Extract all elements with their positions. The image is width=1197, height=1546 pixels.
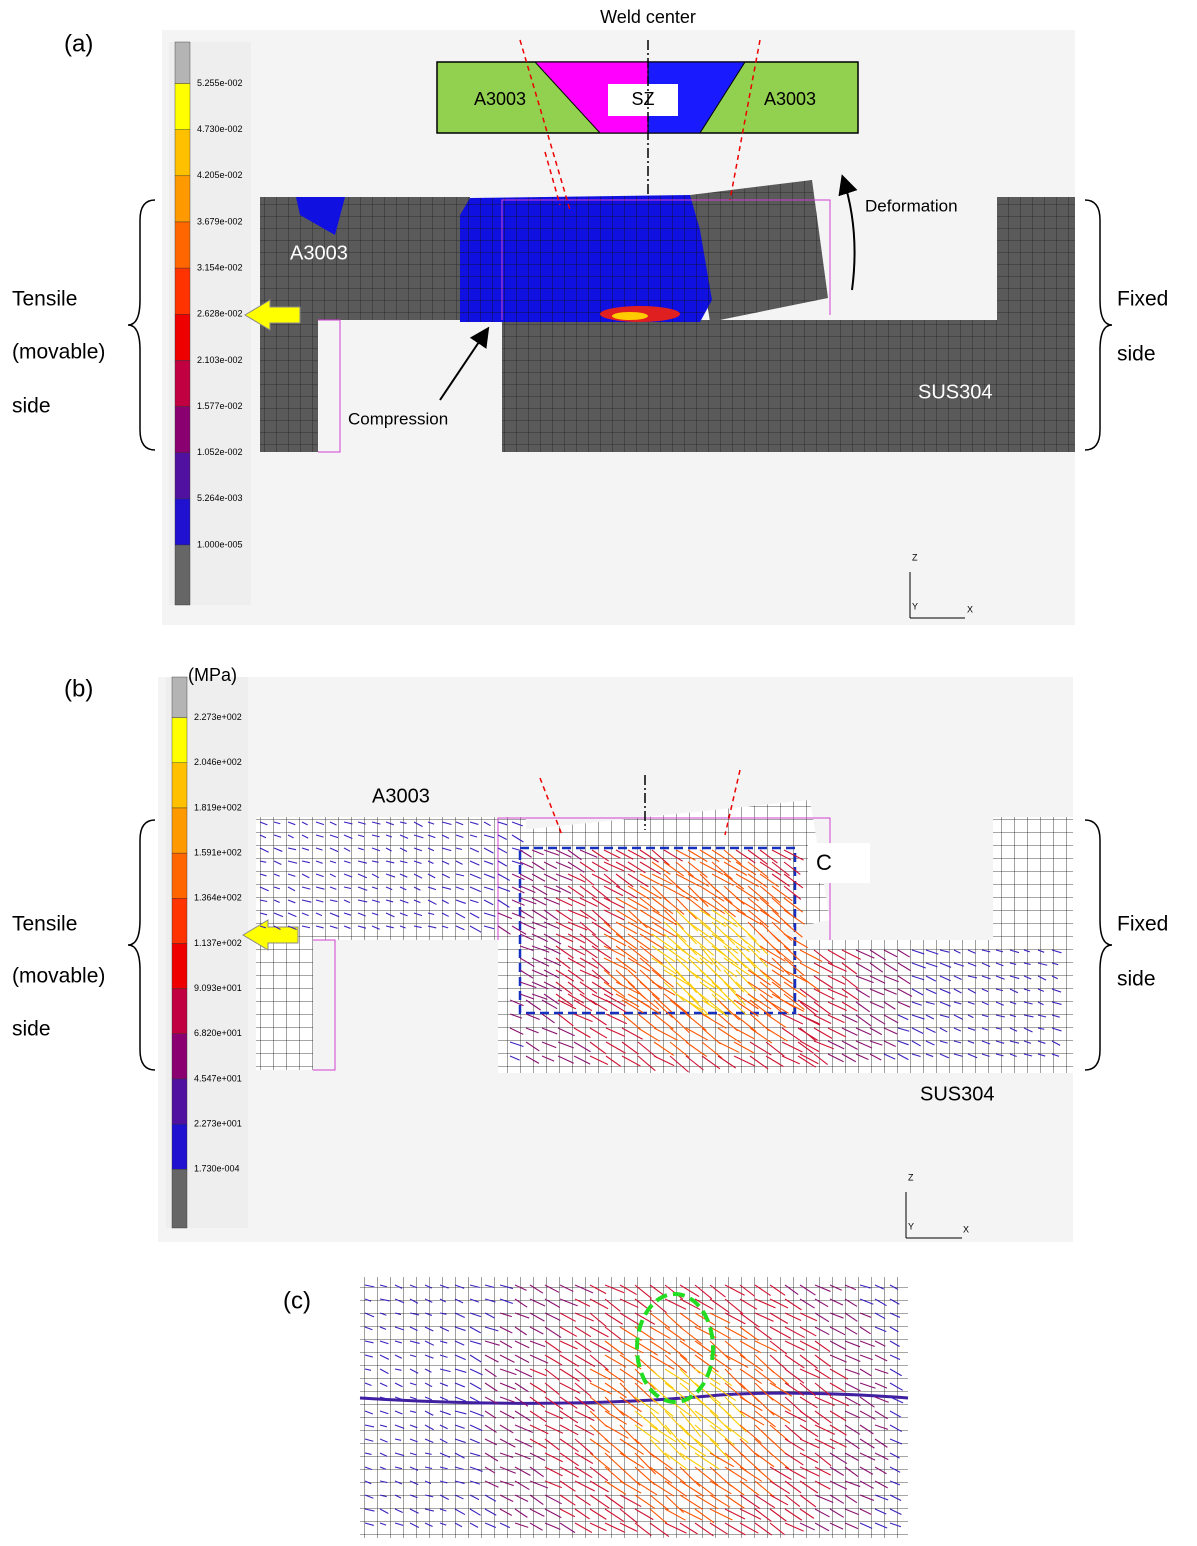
colorbar-tick-label: 1.591e+002 — [194, 848, 242, 858]
zoom-image — [360, 1277, 908, 1538]
colorbar-tick-label: 1.819e+002 — [194, 802, 242, 812]
colorbar-segment — [175, 407, 190, 453]
colorbar-unit: (MPa) — [188, 665, 237, 685]
annotation: SUS304 — [920, 1083, 995, 1105]
colorbar-segment — [172, 1124, 187, 1169]
axis-label: Y — [908, 1221, 914, 1231]
colorbar-tick-label: 1.000e-005 — [197, 539, 243, 549]
colorbar-segment — [175, 130, 190, 176]
colorbar-tick-label: 3.154e-002 — [197, 262, 243, 272]
side-label: (movable) — [12, 965, 105, 988]
colorbar-segment — [175, 176, 190, 222]
annotation: A3003 — [290, 242, 348, 264]
colorbar-segment — [172, 763, 187, 808]
annotation: C — [816, 850, 832, 875]
colorbar-tick-label: 1.364e+002 — [194, 893, 242, 903]
colorbar-segment — [175, 499, 190, 545]
colorbar-segment — [175, 314, 190, 360]
side-label: side — [12, 1018, 51, 1041]
panel-label: (a) — [64, 30, 93, 57]
colorbar-segment — [172, 943, 187, 988]
axis-label: X — [967, 604, 973, 614]
side-label: side — [1117, 968, 1156, 991]
panel-label: (b) — [64, 675, 93, 702]
axis-label: Y — [912, 601, 918, 611]
axis-label: X — [963, 1224, 969, 1234]
colorbar-segment — [172, 808, 187, 853]
colorbar-tick-label: 9.093e+001 — [194, 983, 242, 993]
axis-label: Z — [912, 552, 918, 562]
colorbar-tick-label: 2.103e-002 — [197, 355, 243, 365]
colorbar-tick-label: 4.730e-002 — [197, 124, 243, 134]
panel-label: (c) — [283, 1287, 311, 1314]
colorbar-tick-label: 1.730e-004 — [194, 1164, 240, 1174]
colorbar-segment — [175, 268, 190, 314]
colorbar: 2.273e+002 2.046e+002 1.819e+002 1.591e+002… — [166, 677, 248, 1228]
colorbar-segment — [175, 545, 190, 605]
annotation: Weld center — [600, 7, 696, 27]
colorbar-tick-label: 3.679e-002 — [197, 216, 243, 226]
annotation: Deformation — [865, 196, 958, 215]
colorbar-segment — [172, 989, 187, 1034]
side-label: (movable) — [12, 341, 105, 364]
axis-label: Z — [908, 1172, 914, 1182]
annotation: A3003 — [372, 785, 430, 807]
colorbar-tick-label: 1.577e-002 — [197, 401, 243, 411]
colorbar-tick-label: 5.255e-002 — [197, 78, 243, 88]
annotation: A3003 — [764, 89, 816, 109]
side-label: Tensile — [12, 288, 77, 311]
side-label: Fixed — [1117, 913, 1168, 936]
annotation: Compression — [348, 409, 448, 428]
colorbar-segment — [175, 42, 190, 84]
colorbar-tick-label: 2.273e+001 — [194, 1118, 242, 1128]
colorbar-tick-label: 5.264e-003 — [197, 493, 243, 503]
colorbar-segment — [172, 898, 187, 943]
annotation: SZ — [631, 89, 654, 109]
annotation: SUS304 — [918, 381, 993, 403]
figure: (a) 5.255e-002 4.730e-002 4.205e-002 3.679e… — [0, 0, 1197, 1546]
colorbar-tick-label: 4.547e+001 — [194, 1073, 242, 1083]
side-label: Tensile — [12, 913, 77, 936]
colorbar-tick-label: 2.046e+002 — [194, 757, 242, 767]
colorbar-segment — [172, 1079, 187, 1124]
annotation: A3003 — [474, 89, 526, 109]
colorbar-segment — [172, 718, 187, 763]
colorbar-segment — [172, 1169, 187, 1228]
side-label: side — [1117, 343, 1156, 366]
colorbar-tick-label: 4.205e-002 — [197, 170, 243, 180]
colorbar-segment — [172, 853, 187, 898]
colorbar-tick-label: 1.052e-002 — [197, 447, 243, 457]
colorbar-segment — [172, 1034, 187, 1079]
side-label: Fixed — [1117, 288, 1168, 311]
colorbar-segment — [175, 453, 190, 499]
colorbar: 5.255e-002 4.730e-002 4.205e-002 3.679e-002… — [169, 42, 251, 605]
colorbar-tick-label: 2.273e+002 — [194, 712, 242, 722]
side-label: side — [12, 395, 51, 418]
colorbar-tick-label: 6.820e+001 — [194, 1028, 242, 1038]
colorbar-tick-label: 2.628e-002 — [197, 309, 243, 319]
colorbar-segment — [175, 222, 190, 268]
colorbar-segment — [172, 677, 187, 718]
colorbar-segment — [175, 360, 190, 406]
colorbar-segment — [175, 84, 190, 130]
colorbar-tick-label: 1.137e+002 — [194, 938, 242, 948]
